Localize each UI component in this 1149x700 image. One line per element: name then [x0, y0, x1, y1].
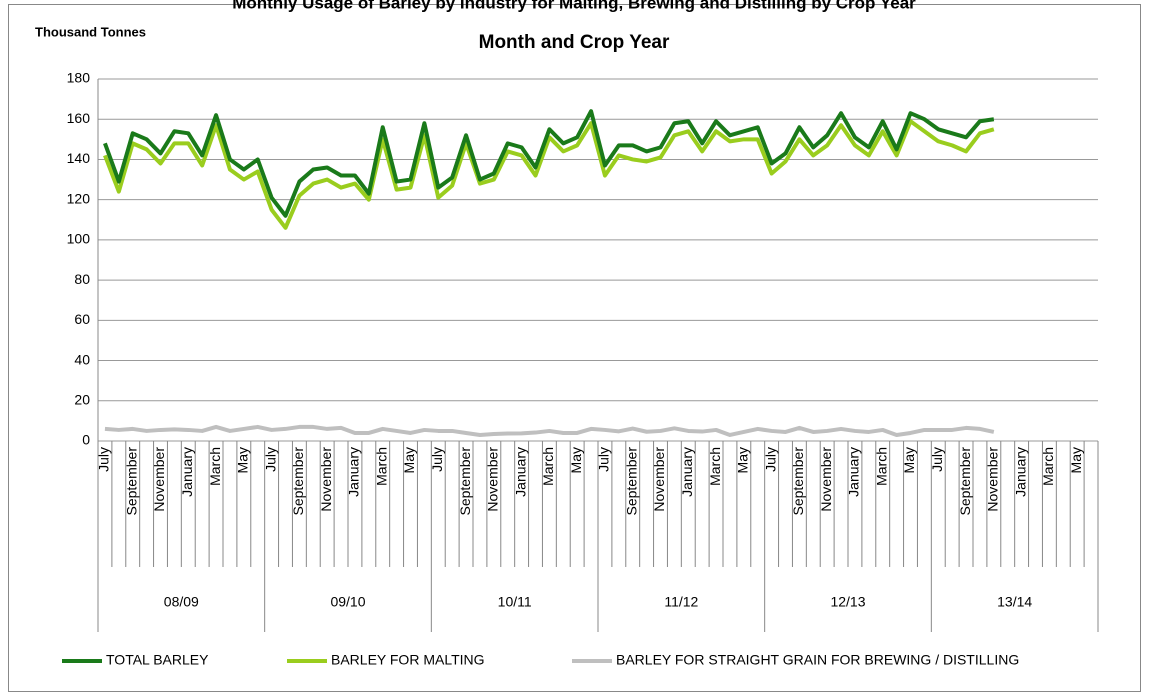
- chart-frame: [8, 4, 1141, 692]
- x-tick-label: September: [957, 447, 973, 516]
- legend-label: BARLEY FOR STRAIGHT GRAIN FOR BREWING / …: [616, 652, 1019, 668]
- group-label: 12/13: [830, 594, 865, 610]
- y-tick-label: 120: [67, 190, 91, 206]
- x-tick-label: November: [318, 447, 334, 512]
- group-label: 11/12: [664, 594, 698, 610]
- x-tick-label: November: [151, 447, 167, 512]
- y-tick-label: 60: [74, 311, 90, 327]
- x-tick-label: March: [540, 447, 556, 486]
- series-line: [103, 119, 995, 230]
- x-tick-label: September: [790, 447, 806, 516]
- x-tick-label: March: [1040, 447, 1056, 486]
- group-label: 10/11: [498, 594, 532, 610]
- x-tick-label: July: [596, 447, 612, 472]
- x-tick-label: May: [568, 447, 584, 473]
- x-tick-label: July: [762, 447, 778, 472]
- x-tick-label: July: [429, 447, 445, 472]
- y-tick-label: 20: [74, 391, 90, 407]
- x-tick-label: May: [1068, 447, 1084, 473]
- x-tick-label: January: [846, 447, 862, 497]
- x-tick-label: November: [818, 447, 834, 512]
- x-tick-label: January: [679, 447, 695, 497]
- legend-label: TOTAL BARLEY: [106, 652, 209, 668]
- x-tick-label: July: [262, 447, 278, 472]
- x-tick-label: September: [457, 447, 473, 516]
- chart-subtitle: Month and Crop Year: [479, 32, 670, 53]
- x-tick-label: May: [901, 447, 917, 473]
- y-tick-label: 180: [67, 70, 91, 86]
- group-label: 08/09: [164, 594, 199, 610]
- x-tick-label: March: [873, 447, 889, 486]
- x-tick-label: July: [929, 447, 945, 472]
- x-tick-label: May: [235, 447, 251, 473]
- legend-label: BARLEY FOR MALTING: [331, 652, 485, 668]
- series-line: [104, 424, 995, 437]
- x-tick-label: January: [1012, 447, 1028, 497]
- x-tick-label: September: [123, 447, 139, 516]
- x-tick-label: January: [512, 447, 528, 497]
- x-tick-label: November: [985, 447, 1001, 512]
- x-tick-label: January: [179, 447, 195, 497]
- y-tick-label: 40: [74, 351, 90, 367]
- x-tick-label: May: [735, 447, 751, 473]
- x-tick-label: July: [96, 447, 112, 472]
- series-line: [103, 109, 995, 218]
- x-tick-label: September: [290, 447, 306, 516]
- x-tick-label: May: [401, 447, 417, 473]
- y-tick-label: 160: [67, 110, 91, 126]
- x-tick-label: January: [346, 447, 362, 497]
- y-tick-label: 80: [74, 271, 90, 287]
- x-tick-label: March: [207, 447, 223, 486]
- y-tick-label: 0: [82, 432, 90, 448]
- chart-title: Monthly Usage of Barley by Industry for …: [232, 0, 916, 12]
- x-tick-label: March: [373, 447, 389, 486]
- group-label: 13/14: [997, 594, 1032, 610]
- x-tick-label: March: [707, 447, 723, 486]
- y-tick-label: 100: [67, 231, 91, 247]
- group-label: 09/10: [330, 594, 365, 610]
- x-tick-label: September: [623, 447, 639, 516]
- x-tick-label: November: [485, 447, 501, 512]
- y-axis-label: Thousand Tonnes: [35, 24, 146, 39]
- y-tick-label: 140: [67, 150, 91, 166]
- x-tick-label: November: [651, 447, 667, 512]
